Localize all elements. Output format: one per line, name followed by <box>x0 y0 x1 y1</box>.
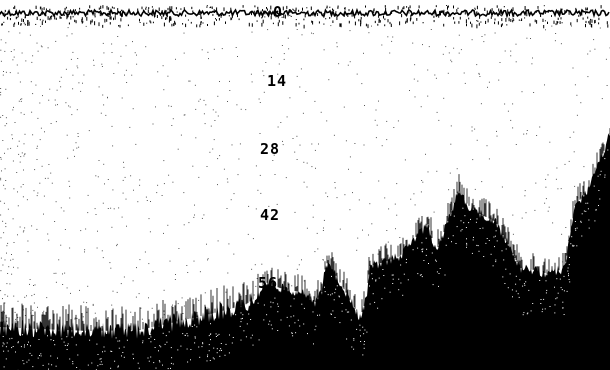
marker-right: L <box>566 341 576 359</box>
depth-label-70: 70 <box>262 344 283 362</box>
depth-label-0: 0 <box>273 3 284 21</box>
depth-label-42: 42 <box>260 206 281 224</box>
depth-label-28: 28 <box>260 140 281 158</box>
surface-line <box>0 5 610 29</box>
bottom-profile <box>0 128 610 370</box>
depth-label-14: 14 <box>267 72 288 90</box>
depth-label-56: 56 <box>258 274 279 292</box>
marker-left: L <box>377 341 387 359</box>
